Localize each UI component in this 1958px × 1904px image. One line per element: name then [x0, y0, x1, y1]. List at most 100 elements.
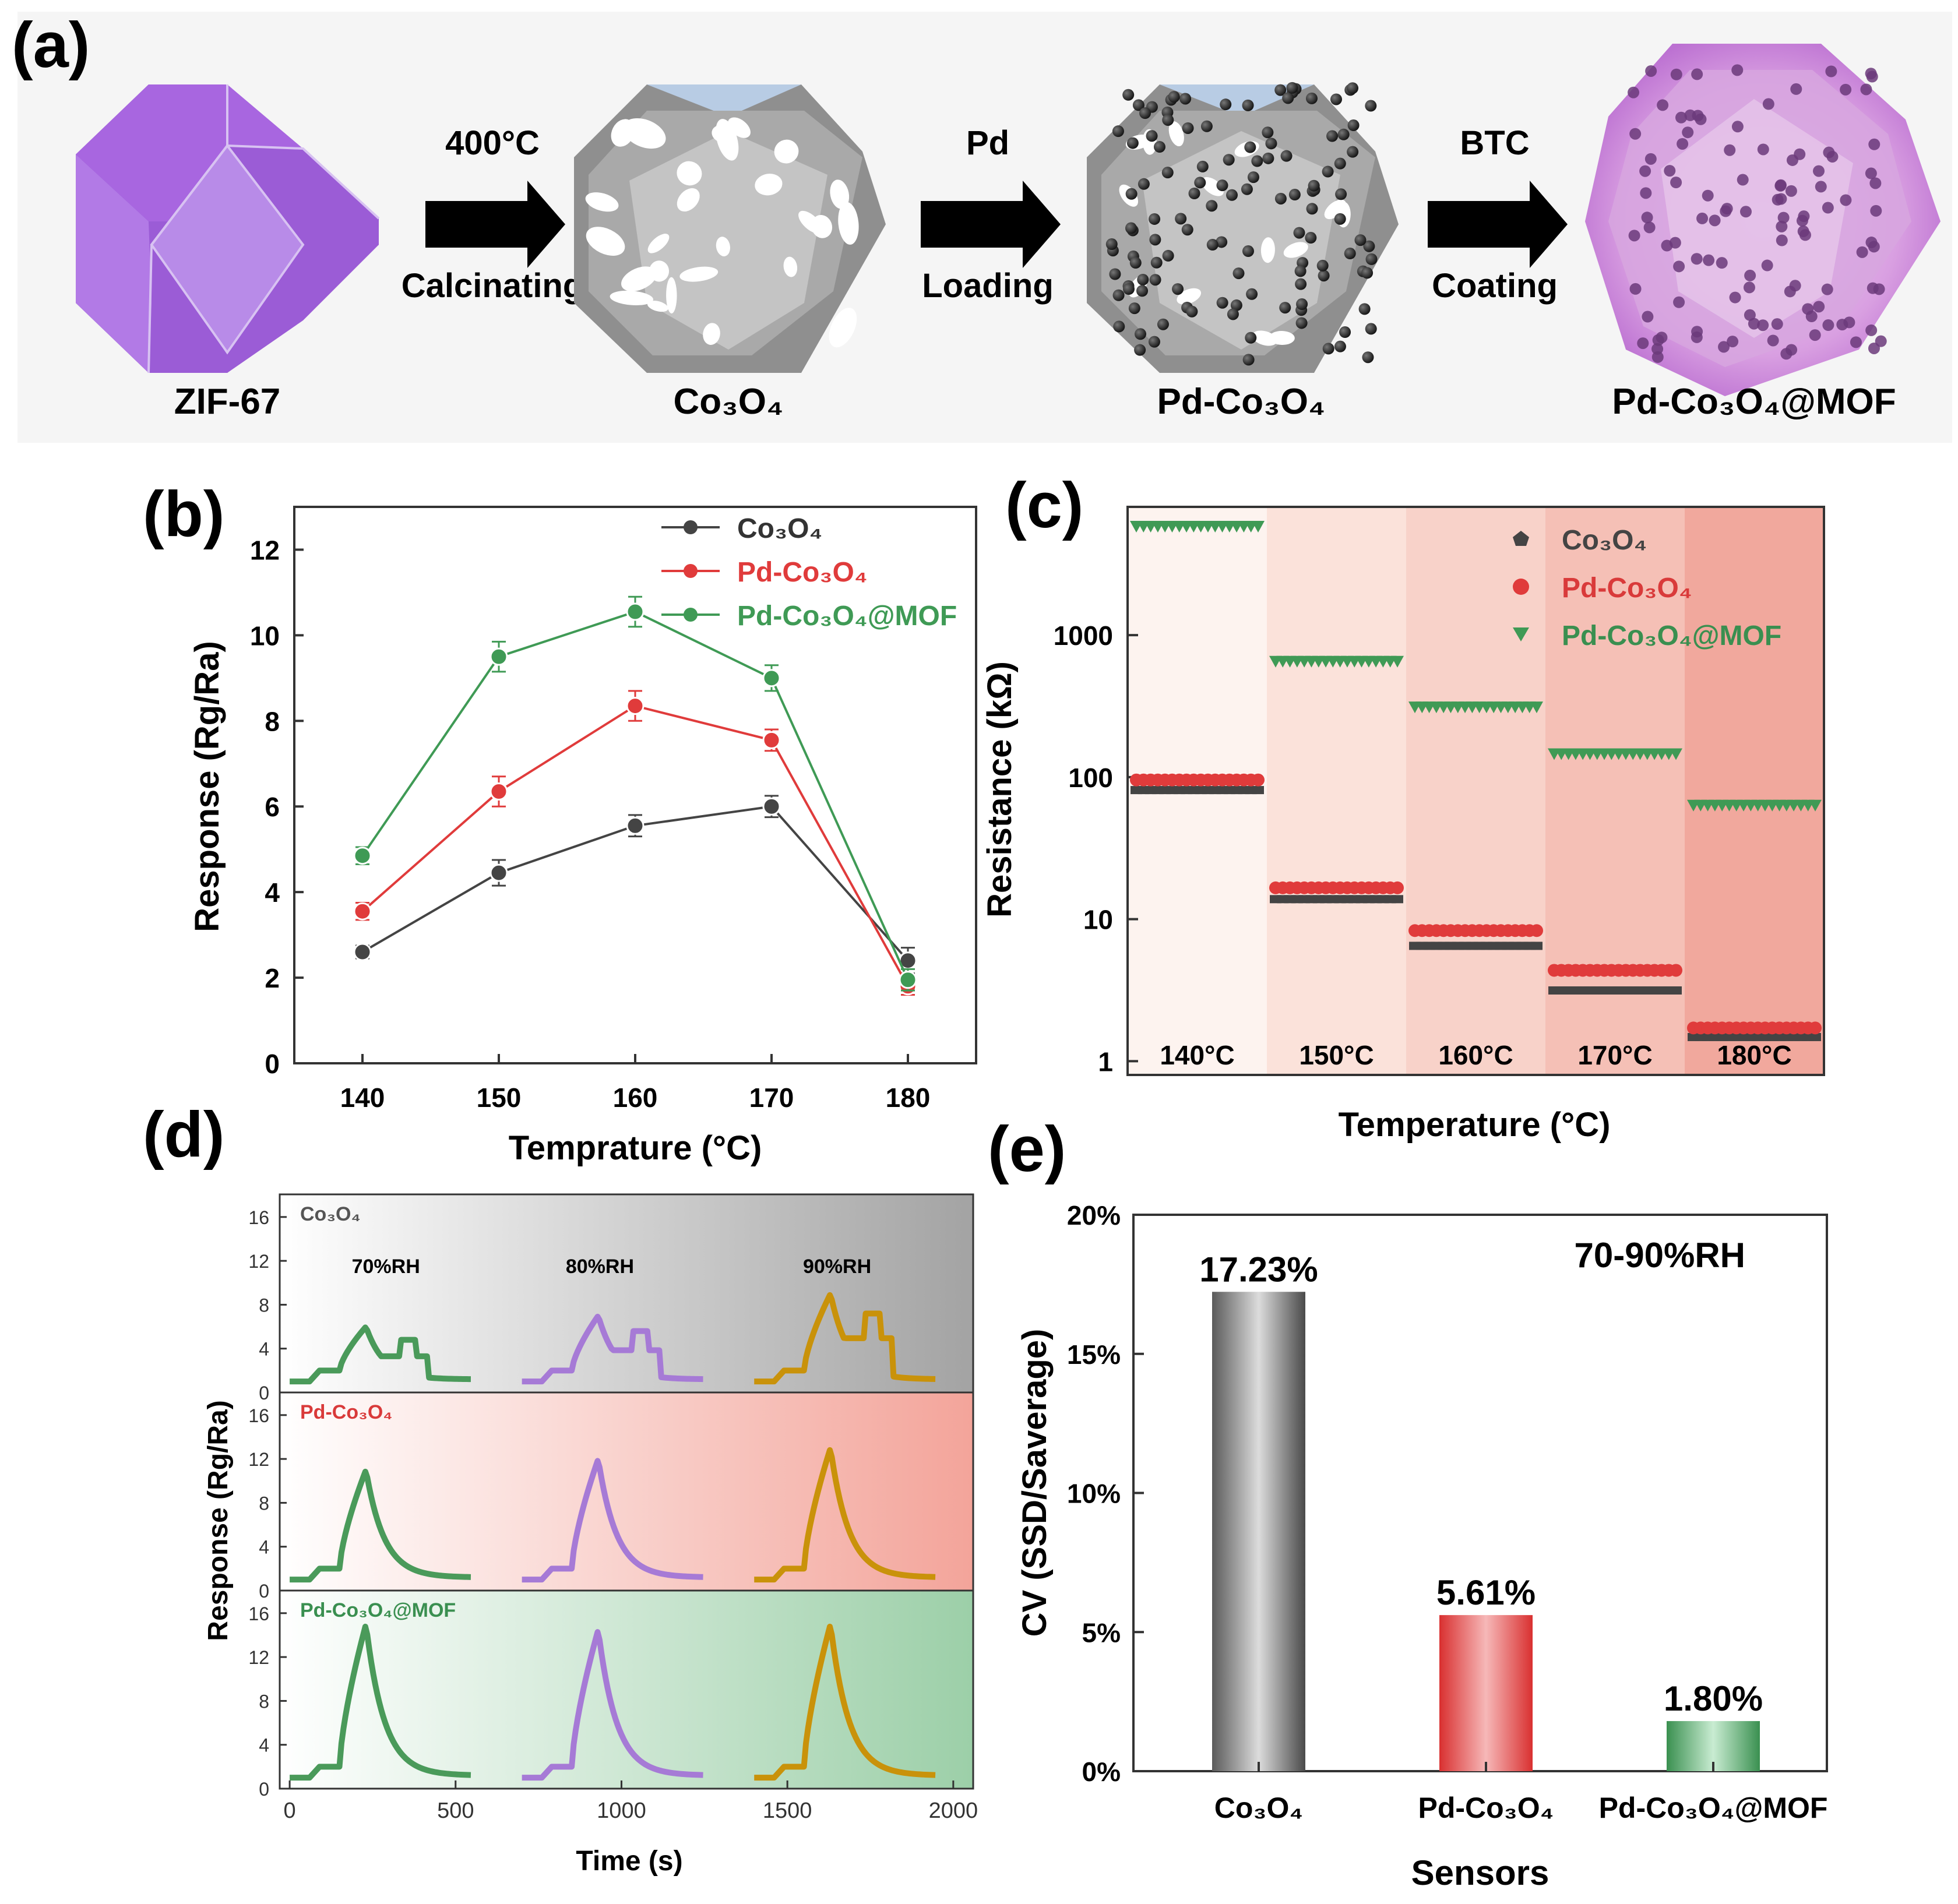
data-point [1252, 786, 1264, 795]
response-trace [521, 1629, 705, 1781]
pore-mark [798, 210, 822, 234]
pd-nanoparticle [1875, 335, 1887, 347]
segment-label: 160°C [1438, 1040, 1513, 1070]
series-line [361, 610, 909, 981]
zif67-crystal-icon [76, 84, 380, 373]
pd-nanoparticle [1306, 203, 1318, 215]
pd-nanoparticle [1865, 237, 1878, 249]
panel-d-label: (d) [143, 1099, 224, 1170]
data-point [490, 863, 508, 882]
pd-nanoparticle [1775, 193, 1787, 205]
pd-nanoparticle [1150, 256, 1163, 269]
pore-mark [677, 161, 702, 186]
y-tick-label: 0 [259, 1581, 269, 1602]
zif67-label: ZIF-67 [174, 382, 281, 422]
pd-nanoparticle [1181, 224, 1193, 236]
response-trace [521, 1458, 705, 1583]
data-point [1531, 942, 1543, 950]
arrow1-icon [425, 181, 565, 268]
pd-nanoparticle [1840, 83, 1852, 96]
pd-nanoparticle [1691, 331, 1703, 343]
panel-e-label: (e) [988, 1113, 1066, 1185]
pd-nanoparticle [1245, 332, 1257, 344]
pd-nanoparticle [1790, 83, 1802, 95]
pore-mark [838, 202, 859, 245]
pd-nanoparticle [1661, 239, 1673, 252]
x-tick-label: Co₃O₄ [1214, 1792, 1304, 1824]
pd-nanoparticle [1785, 185, 1797, 197]
pd-nanoparticle [1139, 107, 1151, 119]
data-point [1252, 773, 1265, 787]
subplot-frame [279, 1589, 974, 1790]
x-tick-label: 140 [340, 1083, 385, 1113]
temperature-band [1406, 507, 1545, 1075]
pd-nanoparticle [1122, 89, 1135, 101]
pd-nanoparticle [1691, 253, 1703, 265]
pd-nanoparticle [1365, 323, 1377, 335]
pore-mark [830, 179, 850, 209]
pd-nanoparticle [1822, 319, 1834, 332]
pd-nanoparticle [1226, 189, 1238, 201]
pd-nanoparticle [1776, 234, 1788, 246]
y-tick-label: 10% [1067, 1479, 1121, 1509]
y-tick-label: 6 [265, 792, 280, 822]
pd-nanoparticle [1865, 68, 1877, 80]
pd-nanoparticle [1850, 336, 1862, 348]
response-trace [288, 1623, 472, 1781]
pd-co3o4-mof-crystal-icon [1585, 44, 1941, 396]
temperature-band [1545, 507, 1685, 1075]
pd-nanoparticle [1241, 183, 1253, 195]
pd-nanoparticle [1365, 100, 1377, 112]
pd-nanoparticle [1168, 91, 1180, 103]
pd-nanoparticle [1251, 155, 1263, 167]
pd-nanoparticle [1629, 128, 1642, 140]
pd-nanoparticle [1149, 234, 1161, 246]
legend-label: Co₃O₄ [737, 513, 822, 544]
panel-b-label: (b) [143, 478, 224, 550]
x-tick-label: 180 [886, 1083, 931, 1113]
pd-nanoparticle [1731, 64, 1744, 76]
y-tick-label: 12 [248, 1251, 269, 1272]
co3o4-label: Co₃O₄ [673, 382, 783, 422]
data-point [1530, 924, 1543, 937]
data-point [899, 971, 917, 989]
chart-e-ylabel: CV (SSD/Saverage) [1016, 1329, 1054, 1637]
pd-nanoparticle [1642, 311, 1654, 323]
x-tick-label: 500 [437, 1799, 474, 1823]
pd-nanoparticle [1162, 114, 1174, 126]
panel-d: (d) 0 4 8 12 16 Co₃O₄ 70%RH 80%RH 90%RH 0 4 8 12 16 Pd… [143, 1099, 978, 1877]
arrow3-top-label: BTC [1460, 124, 1529, 162]
arrow2-bottom-label: Loading [922, 267, 1054, 305]
pd-nanoparticle [1347, 82, 1359, 94]
pd-nanoparticle [1216, 297, 1228, 309]
legend-label: Pd-Co₃O₄ [1562, 573, 1692, 604]
temperature-band [1267, 507, 1406, 1075]
pd-nanoparticle [1305, 232, 1317, 244]
pore-mark [610, 290, 653, 305]
pd-nanoparticle [1308, 179, 1320, 192]
pd-nanoparticle [1354, 234, 1367, 246]
pd-nanoparticle [1684, 109, 1696, 121]
chart-d-xlabel: Time (s) [576, 1846, 682, 1877]
y-tick-label: 4 [259, 1537, 269, 1558]
response-trace [753, 1623, 936, 1781]
pd-nanoparticle [1737, 174, 1749, 186]
pd-nanoparticle [1232, 267, 1245, 280]
pore-mark [774, 139, 799, 164]
pore-mark [1283, 242, 1308, 258]
x-tick-label: 1500 [763, 1799, 812, 1823]
chart-e-title: 70-90%RH [1575, 1236, 1745, 1275]
y-tick-label: 0 [259, 1779, 269, 1800]
legend-marker [684, 564, 698, 578]
pd-nanoparticle [1293, 227, 1305, 239]
pd-nanoparticle [1186, 305, 1198, 318]
pd-nanoparticle [1132, 99, 1144, 111]
pd-nanoparticle [1247, 171, 1259, 184]
pd-nanoparticle [1865, 167, 1877, 179]
data-point [626, 816, 645, 835]
pd-nanoparticle [1128, 302, 1140, 315]
chart-e-xlabel: Sensors [1411, 1853, 1550, 1892]
pd-nanoparticle [1629, 283, 1642, 295]
pd-nanoparticle [1628, 230, 1640, 242]
pd-nanoparticle [1322, 165, 1334, 178]
